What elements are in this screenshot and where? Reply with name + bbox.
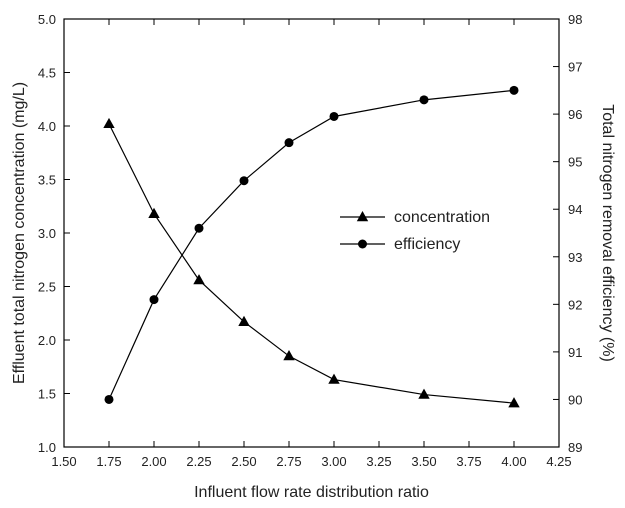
axes — [63, 18, 560, 448]
x-tick-label: 1.50 — [51, 454, 76, 469]
y-tick-label: 3.0 — [38, 226, 56, 241]
data-point-concentration — [148, 207, 160, 218]
y2-tick-label: 98 — [568, 12, 582, 27]
y-tick-label: 1.0 — [38, 440, 56, 455]
data-point-efficiency — [509, 85, 519, 95]
y-tick-label: 4.0 — [38, 119, 56, 134]
legend: concentration efficiency — [340, 209, 490, 253]
y-tick-label: 5.0 — [38, 12, 56, 27]
y2-tick-label: 92 — [568, 297, 582, 312]
y2-tick-label: 93 — [568, 250, 582, 265]
x-tick-label: 2.50 — [231, 454, 256, 469]
y2-tick-label: 89 — [568, 440, 582, 455]
data-point-concentration — [193, 274, 205, 285]
plot-frame — [63, 18, 560, 448]
legend-item-concentration: concentration — [340, 209, 490, 226]
y2-axis-title: Total nitrogen removal efficiency (%) — [599, 104, 616, 362]
data-point-efficiency — [149, 295, 159, 305]
series-concentration — [103, 117, 520, 408]
data-point-concentration — [328, 373, 340, 384]
x-tick-label: 3.00 — [321, 454, 346, 469]
x-tick-label: 4.25 — [546, 454, 571, 469]
y-tick-label: 2.0 — [38, 333, 56, 348]
y2-tick-label: 95 — [568, 155, 582, 170]
data-point-efficiency — [419, 95, 429, 105]
data-point-concentration — [283, 350, 295, 361]
y2-tick-label: 94 — [568, 202, 582, 217]
series — [103, 85, 520, 408]
x-tick-label: 3.75 — [456, 454, 481, 469]
legend-marker — [356, 211, 369, 222]
data-point-efficiency — [239, 176, 249, 186]
legend-item-efficiency: efficiency — [340, 236, 460, 253]
y-tick-label: 4.5 — [38, 66, 56, 81]
data-point-concentration — [103, 117, 115, 129]
legend-marker — [358, 239, 367, 249]
legend-label: concentration — [394, 209, 490, 226]
x-tick-label: 3.25 — [366, 454, 391, 469]
data-point-efficiency — [284, 138, 294, 148]
data-point-concentration — [238, 315, 250, 327]
x-tick-label: 3.50 — [411, 454, 436, 469]
y-tick-label: 1.5 — [38, 387, 56, 402]
x-tick-label: 2.25 — [186, 454, 211, 469]
data-point-concentration — [418, 388, 430, 399]
legend-label: efficiency — [394, 236, 460, 253]
series-line-efficiency — [108, 89, 515, 400]
y-tick-label: 3.5 — [38, 173, 56, 188]
x-tick-label: 1.75 — [96, 454, 121, 469]
data-point-efficiency — [194, 223, 204, 233]
ticks: 1.50 1.75 2.00 2.25 2.50 2.75 3.00 3.25 3.50 3.75… — [38, 12, 583, 469]
y2-tick-label: 91 — [568, 345, 582, 360]
series-line-concentration — [108, 123, 515, 404]
x-tick-label: 2.75 — [276, 454, 301, 469]
series-efficiency — [104, 85, 519, 404]
x-tick-label: 2.00 — [141, 454, 166, 469]
x-axis-title: Influent flow rate distribution ratio — [194, 484, 429, 501]
data-point-concentration — [508, 397, 520, 408]
y-tick-label: 2.5 — [38, 280, 56, 295]
x-tick-label: 4.00 — [501, 454, 526, 469]
y2-tick-label: 90 — [568, 392, 582, 407]
y2-tick-label: 96 — [568, 107, 582, 122]
data-point-efficiency — [329, 111, 339, 121]
data-point-efficiency — [104, 394, 114, 404]
y2-tick-label: 97 — [568, 60, 582, 75]
y-axis-title: Effluent total nitrogen concentration (m… — [11, 82, 28, 384]
